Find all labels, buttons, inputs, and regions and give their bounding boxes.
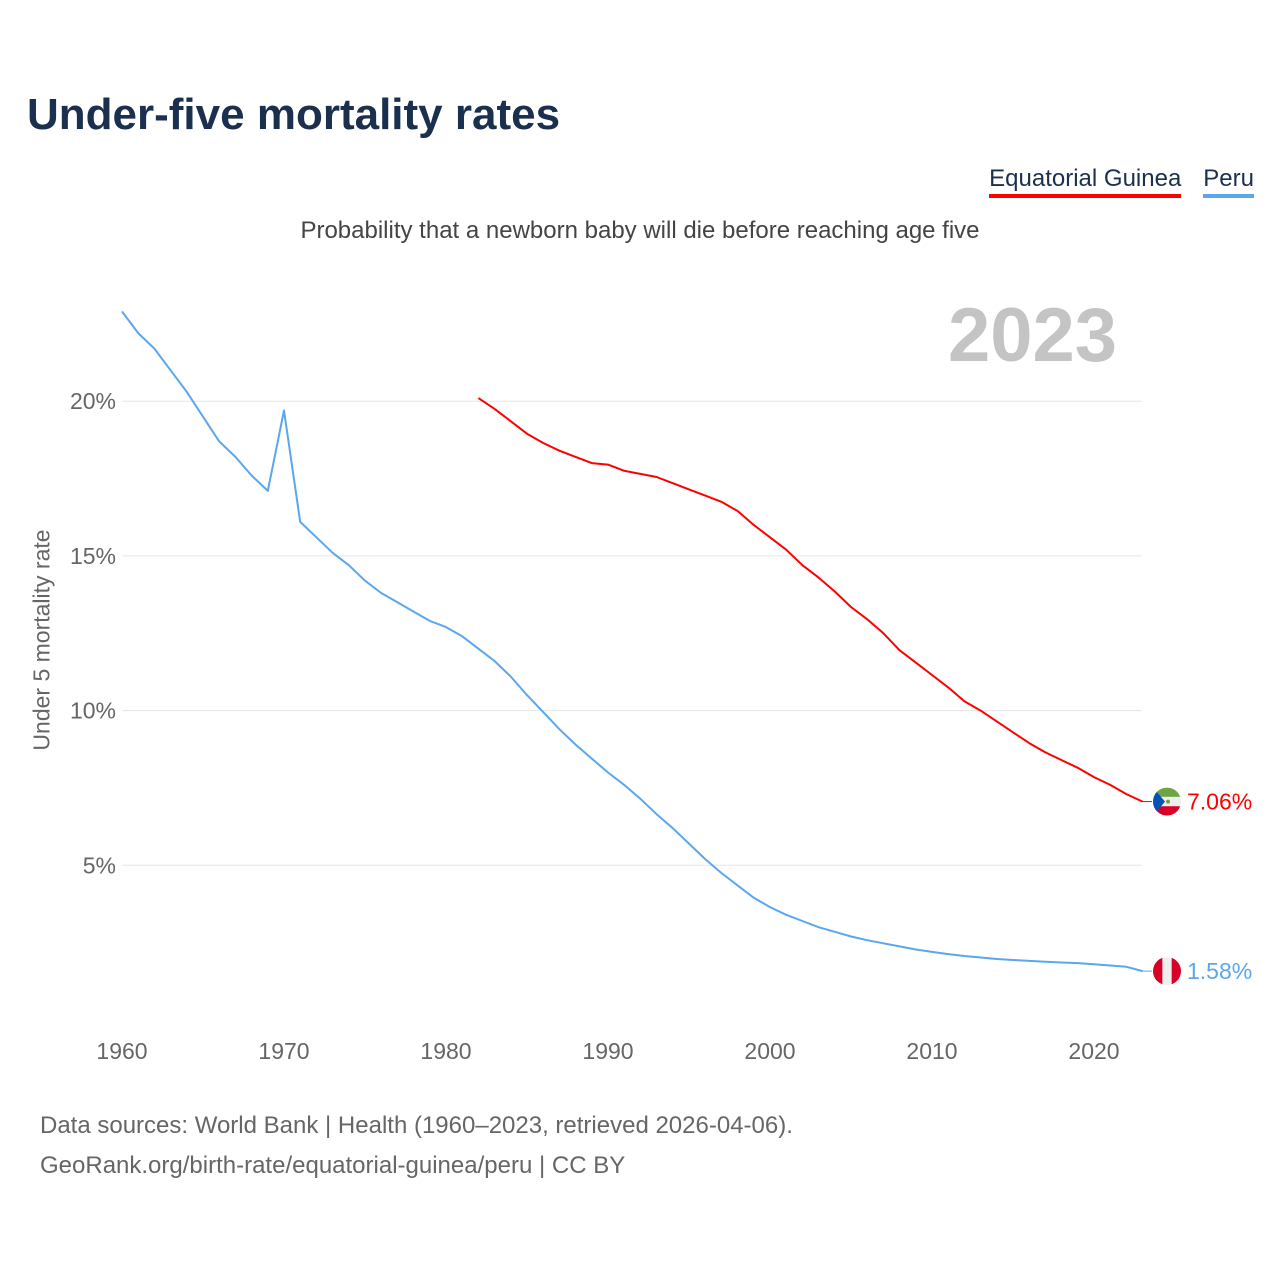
x-tick-label: 1980 (420, 1038, 471, 1064)
source-url-text: GeoRank.org/birth-rate/equatorial-guinea… (40, 1152, 626, 1179)
series-line-peru (121, 310, 1143, 973)
chart-subtitle: Probability that a newborn baby will die… (300, 217, 980, 244)
end-value-label: 1.58% (1187, 958, 1252, 984)
x-tick-label: 1970 (258, 1038, 309, 1064)
peru-flag-icon (1153, 957, 1181, 986)
legend-item-peru[interactable]: Peru (1203, 165, 1254, 198)
x-tick-label: 2020 (1068, 1038, 1119, 1064)
y-tick-label: 20% (70, 388, 116, 414)
y-tick-label: 15% (70, 543, 116, 569)
end-value-label: 7.06% (1187, 789, 1252, 815)
chart-title: Under-five mortality rates (27, 90, 561, 139)
x-tick-label: 1990 (582, 1038, 633, 1064)
equatorial-guinea-flag-icon (1153, 787, 1181, 816)
series-line-equatorial-guinea (477, 397, 1144, 803)
footer: Data sources: World Bank | Health (1960–… (40, 1106, 793, 1186)
x-tick-label: 2010 (906, 1038, 957, 1064)
x-tick-label: 2000 (744, 1038, 795, 1064)
legend-item-equatorial-guinea[interactable]: Equatorial Guinea (989, 165, 1182, 198)
current-year-label: 2023 (948, 293, 1118, 378)
y-tick-label: 5% (83, 852, 116, 878)
y-tick-label: 10% (70, 698, 116, 724)
legend: Equatorial Guinea Peru (989, 165, 1254, 198)
x-tick-label: 1960 (96, 1038, 147, 1064)
data-sources-text: Data sources: World Bank | Health (1960–… (40, 1112, 793, 1139)
